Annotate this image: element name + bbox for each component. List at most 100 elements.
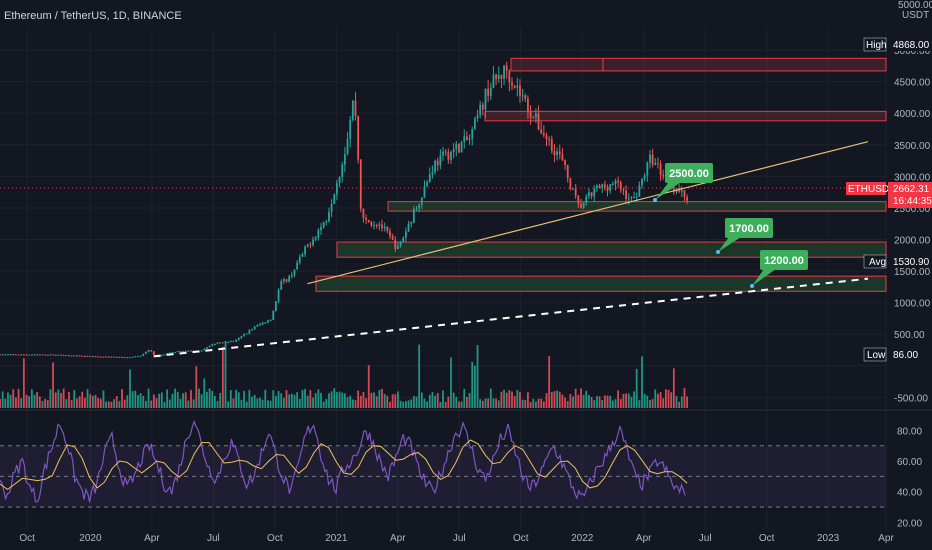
time-tick-label: Oct	[19, 533, 35, 544]
volume-bar	[556, 390, 559, 408]
volume-bar	[336, 392, 338, 408]
volume-bar	[609, 395, 612, 408]
volume-bar	[492, 398, 495, 408]
volume-bar	[511, 391, 513, 408]
rsi-tick-label: 40.00	[897, 488, 922, 499]
time-tick-label: Jul	[699, 533, 712, 544]
candle-body	[83, 355, 86, 357]
volume-bar	[341, 392, 344, 408]
volume-bar	[619, 399, 622, 408]
volume-bar	[450, 357, 452, 408]
volume-bar	[46, 400, 49, 408]
candle-body	[553, 151, 556, 156]
volume-bar	[686, 396, 689, 408]
volume-bar	[670, 392, 673, 408]
candle-body	[452, 149, 455, 152]
high-tag-label: High	[866, 40, 887, 51]
candle-body	[102, 356, 105, 358]
volume-bar	[596, 396, 598, 408]
price-axis[interactable]: 5000.00 USDT	[898, 0, 932, 21]
candle-body	[62, 355, 65, 357]
candle-body	[428, 173, 431, 182]
callout-pointer	[718, 237, 741, 252]
volume-bar	[256, 398, 259, 408]
chart-title: Ethereum / TetherUS, 1D, BINANCE	[4, 10, 182, 22]
volume-bar	[314, 393, 317, 408]
volume-bar	[211, 390, 214, 408]
candle-body	[516, 85, 519, 88]
candle-body	[105, 356, 108, 358]
candle-body	[638, 185, 641, 197]
volume-bar	[36, 392, 39, 408]
candle-body	[240, 336, 243, 338]
candle-body	[91, 356, 94, 358]
trendlines[interactable]	[153, 141, 869, 358]
volume-bar	[288, 394, 291, 408]
volume-bar	[298, 398, 301, 408]
volume-bar	[325, 398, 328, 408]
high-tag: High 4868.00	[863, 37, 932, 52]
candle-body	[280, 281, 283, 290]
volume-bar	[606, 395, 609, 408]
volume-bar	[476, 345, 479, 408]
volume-bar	[444, 401, 447, 408]
candle-body	[15, 354, 17, 356]
candle-body	[651, 154, 654, 165]
volume-bar	[572, 396, 574, 408]
volume-bar	[404, 401, 407, 408]
price-target-callouts[interactable]: 2500.00 1700.00 1200.00	[653, 163, 808, 288]
volume-bar	[418, 344, 421, 408]
candle-body	[221, 342, 224, 344]
candle-body	[442, 151, 444, 156]
candle-body	[654, 163, 657, 165]
price-tick-label: 3500.00	[894, 141, 931, 152]
candle-body	[513, 85, 516, 88]
candle-body	[277, 289, 280, 302]
volume-bar	[190, 389, 192, 408]
volume-bar	[489, 388, 492, 408]
candle-body	[139, 355, 142, 357]
volume-bar	[267, 400, 269, 408]
volume-bar	[296, 392, 299, 408]
candle-body	[20, 354, 23, 356]
candle-body	[343, 154, 346, 165]
candle-body	[381, 224, 383, 229]
candle-body	[423, 186, 426, 198]
candle-body	[25, 354, 28, 356]
volume-bar	[208, 388, 211, 408]
support-resistance-zones[interactable]	[0, 57, 887, 292]
volume-bar	[30, 389, 33, 408]
volume-bar	[680, 396, 683, 408]
volume-bar	[601, 399, 604, 408]
candle-body	[296, 262, 299, 270]
candle-body	[359, 159, 362, 209]
candle-body	[394, 239, 397, 250]
volume-bar	[118, 401, 121, 408]
candle-body	[219, 342, 222, 344]
volume-bar	[333, 388, 336, 408]
avg-tag-label: Avg	[869, 257, 886, 268]
candle-body	[288, 276, 291, 282]
price-tick-label: 2000.00	[894, 236, 931, 247]
candle-body	[174, 351, 176, 353]
volume-bar	[309, 390, 312, 408]
volume-bar	[508, 390, 511, 408]
volume-bar	[447, 396, 450, 408]
rsi-indicator	[0, 419, 688, 503]
candle-body	[431, 171, 434, 174]
volume-bar	[213, 395, 216, 408]
candle-body	[176, 351, 179, 353]
volume-bar	[20, 398, 23, 408]
candle-body	[65, 355, 68, 357]
volume-bar	[7, 392, 9, 408]
callout-pointer	[752, 269, 776, 286]
candle-body	[304, 246, 306, 255]
candle-body	[211, 344, 214, 346]
time-axis[interactable]: Oct 2020 Apr Jul Oct 2021 Apr Jul Oct 2022 Apr Jul O…	[19, 533, 894, 544]
candle-body	[410, 222, 413, 224]
volume-bar	[102, 390, 105, 408]
callout-label: 1200.00	[764, 255, 804, 267]
volume-bar	[275, 395, 277, 408]
candle-body	[460, 142, 463, 153]
